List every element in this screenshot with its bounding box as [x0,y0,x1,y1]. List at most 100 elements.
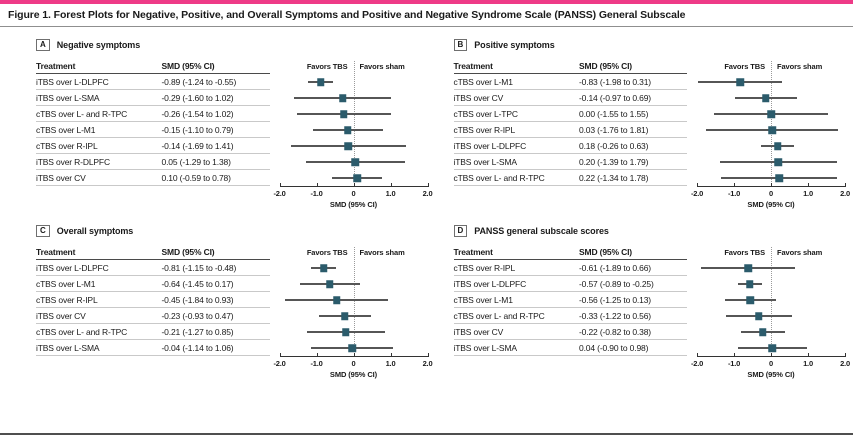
smd-cell: -0.23 (-0.93 to 0.47) [161,310,234,321]
panel-title: Negative symptoms [56,40,141,50]
axis-tick-label: 2.0 [422,358,433,368]
plot-row [280,340,428,356]
x-axis: -2.0 -1.0 0 1.0 2.0 [273,353,433,368]
axis-tick [279,183,281,187]
smd-cell: -0.61 (-1.89 to 0.66) [579,262,651,273]
estimate-marker [333,296,341,304]
axis-tick-label: -1.0 [727,358,741,368]
table-row: cTBS over L- and R-TPC -0.33 (-1.22 to 0… [453,308,687,324]
plot-row [697,90,845,106]
axis-tick-label: 1.0 [803,358,813,368]
treatment-cell: iTBS over L-DLPFC [36,76,109,87]
axis-tick [427,183,429,187]
favors-labels: Favors TBS Favors sham [280,58,428,74]
axis-tick [697,353,698,357]
smd-cell: 0.20 (-1.39 to 1.79) [579,156,649,167]
table-row: cTBS over R-IPL -0.45 (-1.84 to 0.93) [36,292,270,308]
plot-row [280,154,428,170]
table-rows: iTBS over L-DLPFC -0.81 (-1.15 to -0.48)… [36,260,270,356]
estimate-marker [746,296,755,304]
smd-cell: -0.33 (-1.22 to 0.56) [579,310,651,321]
panel-header: B Positive symptoms [453,39,846,51]
panel-header: D PANSS general subscale scores [453,225,846,237]
smd-cell: -0.14 (-1.69 to 1.41) [161,140,234,151]
favors-sham-label: Favors sham [359,247,405,257]
favors-sham-label: Favors sham [359,61,405,71]
axis-tick [353,183,355,187]
accent-bar [0,0,853,4]
table-row: cTBS over L- and R-TPC 0.22 (-1.34 to 1.… [453,170,687,186]
estimate-marker [316,78,325,86]
panel-header: C Overall symptoms [36,225,428,237]
plot-row [697,74,845,90]
forest-plot: Favors TBS Favors sham - [691,58,850,209]
table-row: cTBS over L-M1 -0.83 (-1.98 to 0.31) [453,74,687,90]
treatment-cell: iTBS over L-DLPFC [36,262,109,273]
smd-cell: -0.29 (-1.60 to 1.02) [161,92,234,103]
table-row: iTBS over CV -0.22 (-0.82 to 0.38) [453,324,687,340]
favors-tbs-label: Favors TBS [306,61,348,71]
table-row: iTBS over L-SMA -0.04 (-1.14 to 1.06) [36,340,270,356]
panel-table: Treatment SMD (95% CI) iTBS over L-DLPFC… [36,244,270,379]
axis-tick [734,353,735,357]
table-row: cTBS over L-TPC 0.00 (-1.55 to 1.55) [453,106,687,122]
plot-row [697,292,845,308]
table-row: cTBS over R-IPL 0.03 (-1.76 to 1.81) [453,122,687,138]
treatment-cell: cTBS over L-M1 [453,76,513,87]
treatment-header-cell: Treatment [36,60,76,71]
treatment-cell: cTBS over L-M1 [453,294,513,305]
panel-title: Overall symptoms [56,226,134,236]
plot-row [280,292,428,308]
panel: B Positive symptoms Treatment SMD (95% C… [453,39,850,209]
axis-tick [845,353,846,357]
table-row: iTBS over L-DLPFC -0.81 (-1.15 to -0.48) [36,260,270,276]
plot-row [697,260,845,276]
table-row: iTBS over L-SMA 0.20 (-1.39 to 1.79) [453,154,687,170]
axis-tick [697,183,698,187]
treatment-cell: iTBS over L-DLPFC [453,278,527,289]
panel-table: Treatment SMD (95% CI) cTBS over R-IPL -… [453,244,687,379]
plot-row [280,90,428,106]
smd-cell: -0.89 (-1.24 to -0.55) [161,76,237,87]
table-row: iTBS over L-SMA 0.04 (-0.90 to 0.98) [453,340,687,356]
estimate-marker [351,158,360,166]
panel-letter: B [453,39,468,51]
treatment-cell: cTBS over L-M1 [36,124,96,135]
zero-reference-line [771,61,772,186]
table-header-row: Treatment SMD (95% CI) [453,58,687,74]
table-row: cTBS over L-M1 -0.64 (-1.45 to 0.17) [36,276,270,292]
plot-row [280,74,428,90]
smd-cell: -0.04 (-1.14 to 1.06) [161,342,234,353]
panel: A Negative symptoms Treatment SMD (95% C… [36,39,433,209]
treatment-cell: iTBS over CV [36,172,86,183]
treatment-cell: cTBS over L- and R-TPC [36,326,128,337]
table-header-row: Treatment SMD (95% CI) [453,244,687,260]
smd-cell: 0.10 (-0.59 to 0.78) [161,172,231,183]
panel-title: Positive symptoms [474,40,555,50]
smd-cell: -0.21 (-1.27 to 0.85) [161,326,234,337]
plot-row [280,138,428,154]
treatment-cell: cTBS over L- and R-TPC [453,310,545,321]
table-row: iTBS over CV -0.23 (-0.93 to 0.47) [36,308,270,324]
table-rows: cTBS over R-IPL -0.61 (-1.89 to 0.66) iT… [453,260,687,356]
estimate-marker [768,126,776,134]
panel-table: Treatment SMD (95% CI) iTBS over L-DLPFC… [36,58,270,209]
estimate-marker [340,110,348,118]
smd-cell: -0.22 (-0.82 to 0.38) [579,326,651,337]
treatment-cell: iTBS over L-DLPFC [453,140,527,151]
axis-tick-label: -1.0 [310,358,323,368]
axis-tick [808,353,809,357]
plot-row [697,308,845,324]
smd-cell: -0.64 (-1.45 to 0.17) [161,278,234,289]
treatment-cell: cTBS over R-IPL [453,124,516,135]
estimate-marker [768,344,777,352]
panel-header: A Negative symptoms [36,39,428,51]
treatment-cell: iTBS over CV [453,326,504,337]
smd-cell: -0.83 (-1.98 to 0.31) [579,76,651,87]
estimate-marker [339,94,347,102]
smd-header-cell: SMD (95% CI) [579,60,632,71]
axis-tick-label: 2.0 [422,188,433,198]
table-row: iTBS over L-SMA -0.29 (-1.60 to 1.02) [36,90,270,106]
axis-tick [279,353,281,357]
smd-cell: -0.26 (-1.54 to 1.02) [161,108,234,119]
